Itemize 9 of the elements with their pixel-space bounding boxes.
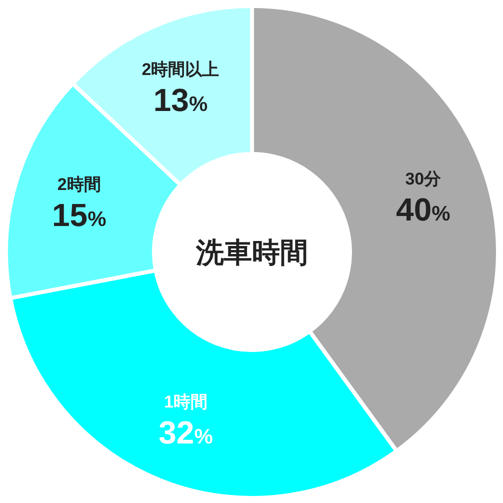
slice-label: 2時間	[57, 174, 101, 194]
data-label: 32%	[158, 414, 214, 450]
text: 洗車時間	[195, 237, 308, 268]
data-label: 40%	[396, 191, 451, 228]
data-label: 15%	[52, 196, 107, 233]
slice-label: 1時間	[164, 392, 208, 412]
data-label: 13%	[153, 82, 208, 118]
slice-label: 30分	[405, 169, 442, 188]
slice-label: 2時間以上	[142, 60, 220, 79]
